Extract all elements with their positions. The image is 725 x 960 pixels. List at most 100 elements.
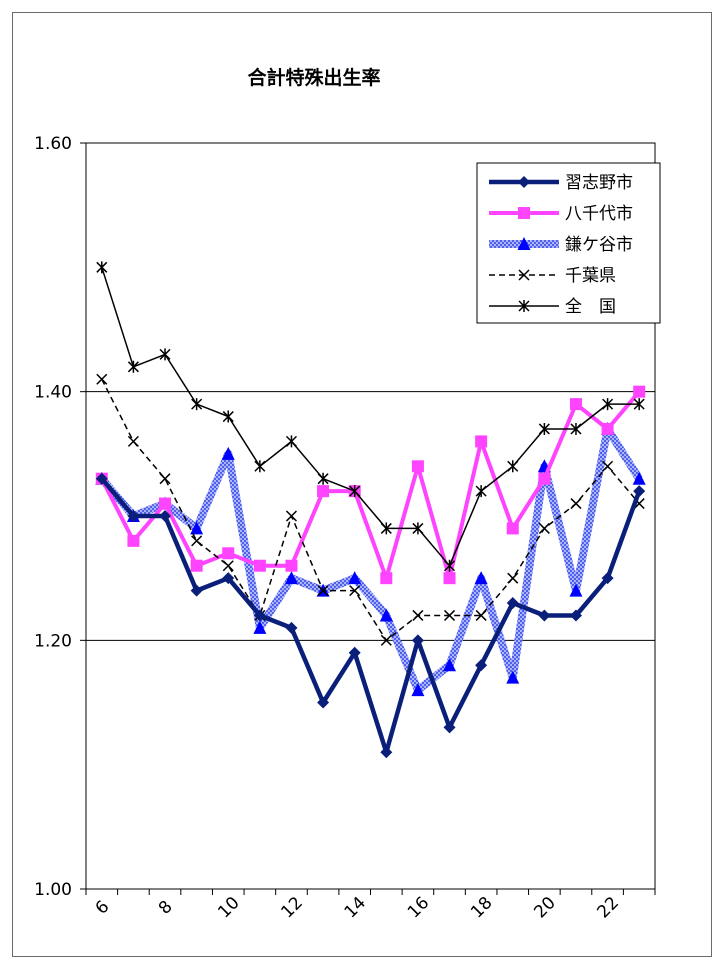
data-point-0-13 (506, 597, 519, 610)
data-point-3-6 (285, 510, 298, 522)
data-point-1-13 (506, 522, 519, 535)
data-point-4-2 (159, 348, 171, 361)
series-line-2 (98, 425, 643, 695)
data-point-1-12 (475, 435, 488, 448)
data-point-0-1 (127, 510, 140, 522)
x-tick-label: 8 (155, 897, 177, 919)
data-point-4-9 (380, 522, 392, 535)
data-point-1-16 (601, 422, 614, 435)
data-point-4-14 (538, 422, 550, 435)
data-point-0-2 (159, 510, 172, 522)
x-tick-label: 18 (467, 893, 496, 922)
data-point-4-8 (349, 485, 361, 498)
data-point-1-1 (127, 534, 140, 547)
legend-label-2: 鎌ケ谷市 (565, 235, 633, 255)
data-point-1-7 (317, 485, 330, 498)
data-point-4-11 (443, 559, 456, 572)
data-point-4-6 (285, 435, 298, 448)
legend-label-3: 千葉県 (565, 266, 616, 286)
data-point-0-11 (443, 721, 456, 734)
series-line-3 (101, 378, 640, 642)
data-point-1-6 (285, 559, 298, 572)
data-point-1-10 (411, 460, 424, 473)
data-point-3-11 (443, 609, 456, 621)
data-point-1-5 (253, 559, 266, 572)
data-point-4-16 (602, 398, 614, 411)
data-point-0-17 (633, 485, 646, 498)
data-point-3-9 (380, 634, 392, 646)
data-point-0-4 (222, 572, 235, 585)
data-point-0-8 (348, 646, 361, 659)
data-point-3-4 (222, 560, 234, 572)
data-point-4-10 (412, 522, 424, 535)
data-point-0-7 (317, 696, 330, 709)
plot-area: 1.00 1.20 1.40 1.60 6 8 10 12 14 16 18 20 22 (34, 134, 656, 922)
data-point-2-15 (569, 583, 583, 597)
x-tick-label: 10 (214, 893, 243, 922)
data-point-1-14 (538, 472, 551, 485)
data-point-0-15 (569, 609, 582, 622)
data-point-2-6 (284, 571, 298, 585)
data-point-4-12 (475, 485, 487, 498)
data-point-3-8 (349, 585, 361, 597)
data-point-4-4 (222, 410, 234, 423)
legend-marker-3 (518, 269, 530, 281)
data-point-2-11 (443, 658, 457, 672)
y-tick-label: 1.20 (34, 631, 72, 651)
y-tick-label: 1.00 (34, 880, 72, 900)
data-point-4-1 (127, 360, 139, 373)
x-tick-label: 22 (594, 893, 623, 922)
data-point-3-10 (412, 609, 424, 621)
data-point-0-6 (285, 621, 298, 634)
y-tick-label: 1.40 (34, 383, 72, 403)
data-point-4-17 (633, 398, 645, 411)
data-point-3-0 (96, 373, 108, 385)
legend-marker-2 (517, 237, 531, 250)
data-point-1-11 (443, 572, 456, 585)
data-point-1-9 (380, 572, 393, 585)
legend-marker-0 (518, 176, 530, 188)
data-point-0-12 (475, 659, 488, 672)
data-point-1-17 (633, 385, 646, 398)
data-point-0-0 (95, 472, 108, 485)
data-point-3-7 (317, 585, 329, 597)
data-point-0-16 (601, 572, 614, 585)
series-line-1 (100, 390, 641, 581)
legend-marker-1 (518, 207, 530, 219)
data-point-0-9 (380, 746, 393, 759)
data-point-1-15 (569, 398, 582, 411)
data-point-4-5 (254, 460, 266, 473)
data-point-4-15 (570, 422, 582, 435)
data-point-2-3 (190, 521, 204, 535)
data-point-0-10 (411, 634, 424, 647)
data-point-2-17 (632, 471, 646, 485)
data-point-3-14 (538, 522, 550, 534)
data-point-4-7 (317, 472, 329, 485)
data-point-3-3 (191, 535, 203, 547)
data-point-4-0 (96, 261, 108, 274)
x-tick-label: 12 (277, 893, 306, 922)
data-point-3-15 (570, 498, 582, 510)
x-tick-label: 16 (404, 893, 433, 922)
series-line-4 (101, 267, 640, 567)
y-tick-label: 1.60 (34, 134, 72, 154)
legend-label-4: 全 国 (565, 297, 616, 317)
x-tick-label: 6 (92, 897, 114, 919)
data-point-4-13 (507, 460, 519, 473)
data-point-2-8 (348, 571, 362, 585)
data-point-2-10 (411, 683, 425, 697)
data-point-3-16 (602, 460, 614, 472)
data-point-4-3 (191, 398, 203, 411)
data-point-0-14 (538, 609, 551, 622)
data-point-3-2 (159, 473, 171, 485)
data-point-3-1 (127, 435, 139, 447)
data-point-2-4 (221, 446, 235, 460)
data-point-3-13 (507, 572, 519, 584)
x-tick-label: 14 (341, 893, 370, 922)
data-point-2-13 (506, 670, 520, 684)
data-point-1-3 (190, 559, 203, 572)
data-point-2-12 (474, 571, 488, 585)
legend-label-1: 八千代市 (565, 204, 633, 224)
